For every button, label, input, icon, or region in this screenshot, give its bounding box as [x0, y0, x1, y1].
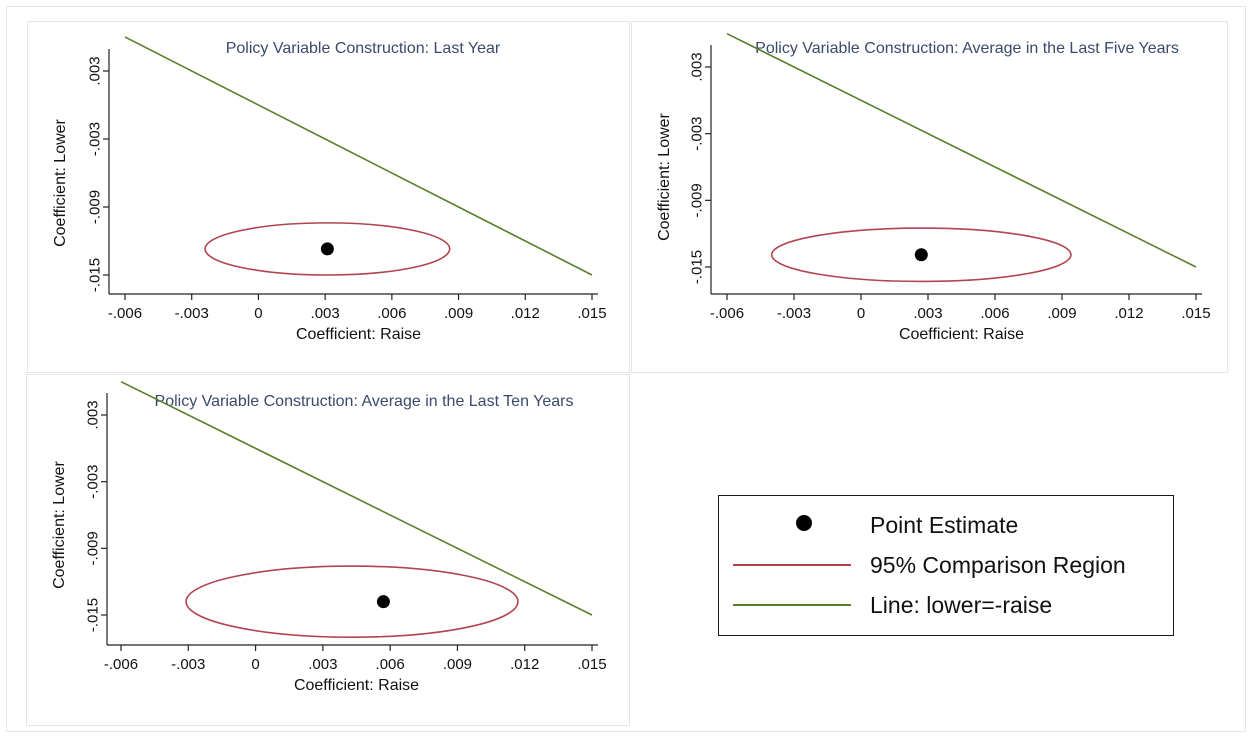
- legend-label-region: 95% Comparison Region: [870, 552, 1126, 578]
- x-tick-label: -.006: [104, 656, 138, 673]
- x-tick-label: .012: [1114, 305, 1143, 322]
- x-tick-label: -.003: [171, 656, 205, 673]
- legend-label-line: Line: lower=-raise: [870, 592, 1053, 618]
- legend-item-point: Point Estimate: [719, 508, 1173, 542]
- series-line-lower-eq-neg-raise: [124, 36, 593, 276]
- x-tick-label: .006: [377, 305, 406, 322]
- x-tick-label: -.006: [710, 305, 744, 322]
- legend-label-point: Point Estimate: [870, 512, 1019, 538]
- x-tick-label: .003: [308, 656, 337, 673]
- y-axis-label: Coefficient: Lower: [51, 460, 68, 588]
- chart-title: Policy Variable Construction: Last Year: [226, 40, 501, 57]
- comparison-region-ellipse: [770, 227, 1072, 283]
- y-axis-label: Coefficient: Lower: [656, 112, 673, 240]
- legend-region-symbol: [733, 564, 851, 566]
- y-tick-label: .003: [87, 56, 104, 85]
- x-tick-label: .009: [444, 305, 473, 322]
- x-tick-label: .006: [980, 305, 1009, 322]
- x-tick-label: 0: [857, 305, 865, 322]
- y-tick-label: -.009: [689, 183, 706, 217]
- legend: Point Estimate 95% Comparison Region Lin…: [718, 495, 1174, 636]
- legend-line-symbol: [733, 604, 851, 606]
- x-axis-label: Coefficient: Raise: [899, 326, 1024, 343]
- y-tick-label: -.003: [87, 122, 104, 156]
- y-tick-label: -.015: [689, 250, 706, 284]
- point-estimate-marker: [914, 248, 928, 262]
- chart-last-year: Policy Variable Construction: Last Year -…: [52, 36, 607, 343]
- x-tick-label: .012: [510, 656, 539, 673]
- y-tick-label: -.009: [87, 190, 104, 224]
- y-tick-label: -.015: [87, 258, 104, 292]
- y-tick-label: -.003: [85, 465, 102, 499]
- y-tick-label: -.009: [85, 531, 102, 565]
- x-tick-label: .015: [577, 305, 606, 322]
- chart-title: Policy Variable Construction: Average in…: [155, 393, 574, 410]
- x-tick-label: .003: [913, 305, 942, 322]
- point-estimate-marker: [320, 242, 334, 256]
- x-axis-label: Coefficient: Raise: [296, 326, 421, 343]
- chart-panel-last-ten-years: Policy Variable Construction: Average in…: [26, 374, 630, 726]
- x-tick-label: -.003: [175, 305, 209, 322]
- x-tick-label: .015: [577, 656, 606, 673]
- y-axis-label: Coefficient: Lower: [52, 118, 69, 246]
- x-tick-label: 0: [251, 656, 259, 673]
- chart-title: Policy Variable Construction: Average in…: [755, 40, 1179, 57]
- x-tick-label: .012: [511, 305, 540, 322]
- y-tick-label: -.003: [689, 117, 706, 151]
- x-tick-label: .006: [376, 656, 405, 673]
- x-tick-label: -.003: [777, 305, 811, 322]
- chart-panel-last-year: Policy Variable Construction: Last Year -…: [27, 21, 630, 373]
- legend-item-region: 95% Comparison Region: [719, 548, 1173, 582]
- comparison-region-ellipse: [204, 222, 451, 276]
- legend-point-marker: [796, 515, 812, 531]
- x-tick-label: .015: [1181, 305, 1210, 322]
- chart-panel-last-five-years: Policy Variable Construction: Average in…: [631, 21, 1228, 373]
- y-tick-label: .003: [689, 52, 706, 81]
- comparison-region-ellipse: [185, 565, 519, 639]
- x-tick-label: -.006: [108, 305, 142, 322]
- legend-item-line: Line: lower=-raise: [719, 588, 1173, 622]
- x-tick-label: .003: [311, 305, 340, 322]
- y-tick-label: .003: [85, 400, 102, 429]
- point-estimate-marker: [376, 595, 390, 609]
- x-axis-label: Coefficient: Raise: [294, 677, 419, 694]
- series-line-lower-eq-neg-raise: [726, 32, 1197, 268]
- x-tick-label: 0: [254, 305, 262, 322]
- chart-last-ten-years: Policy Variable Construction: Average in…: [51, 380, 607, 694]
- figure-frame: [6, 6, 1246, 732]
- y-tick-label: -.015: [85, 598, 102, 632]
- x-tick-label: .009: [443, 656, 472, 673]
- x-tick-label: .009: [1047, 305, 1076, 322]
- legend-point-symbol: [796, 515, 812, 531]
- chart-last-five-years: Policy Variable Construction: Average in…: [656, 32, 1211, 343]
- series-line-lower-eq-neg-raise: [120, 380, 593, 616]
